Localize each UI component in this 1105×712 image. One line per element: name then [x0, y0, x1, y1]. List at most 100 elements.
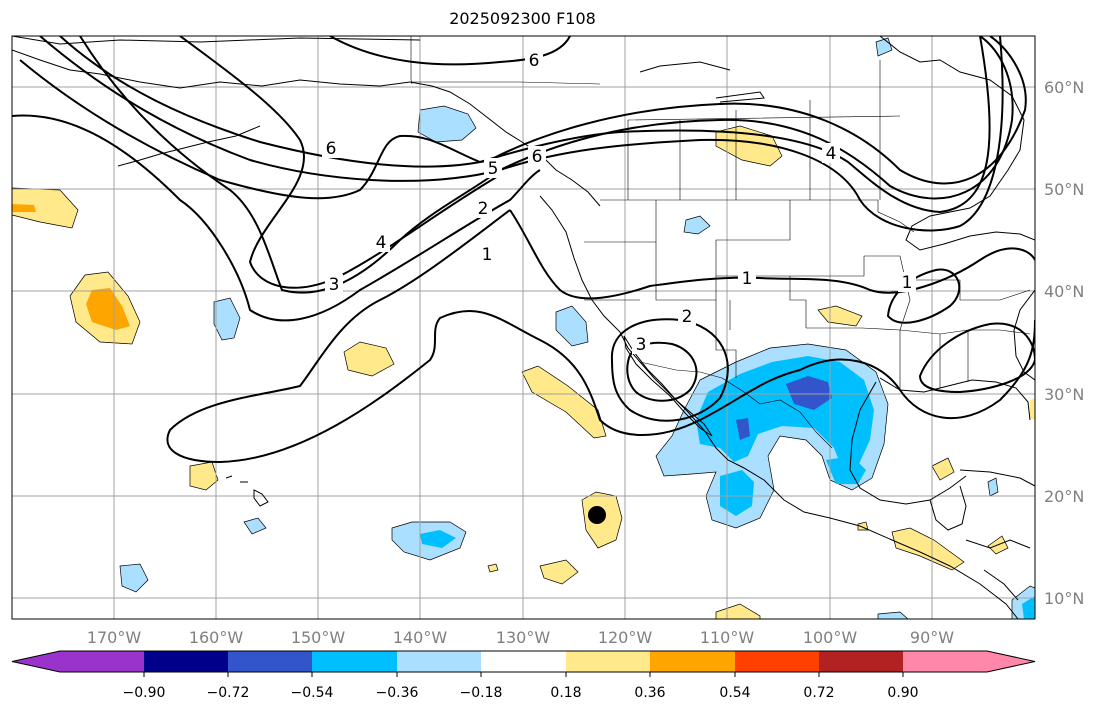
contour-line	[12, 114, 541, 322]
contour-label: 1	[742, 269, 753, 289]
political-borders	[410, 36, 1031, 449]
negative-anomaly-area	[417, 105, 477, 143]
negative-anomaly-area	[119, 563, 149, 593]
map-frame	[11, 35, 1036, 620]
colorbar-tick-label: −0.72	[207, 685, 250, 701]
yucatan-coastline	[929, 485, 967, 531]
lat-label: 50°N	[1044, 180, 1084, 199]
contour-line	[509, 209, 1035, 300]
negative-anomaly-area	[736, 418, 750, 440]
positive-anomaly-area	[12, 204, 36, 212]
negative-anomaly-area	[720, 470, 754, 516]
contour-label: 6	[532, 147, 543, 167]
contour-line	[166, 209, 1035, 464]
colorbar-min-extension	[12, 651, 60, 672]
positive-anomaly-area	[12, 187, 79, 229]
contour-label: 3	[329, 275, 340, 295]
negative-anomaly-area	[555, 305, 589, 347]
height-contours	[12, 36, 1035, 464]
lon-label: 120°W	[598, 628, 653, 647]
colorbar-bin	[735, 651, 819, 672]
colorbar: −0.90 −0.72 −0.54 −0.36 −0.18 0.18 0.36 …	[11, 650, 1036, 701]
contour-line	[329, 36, 571, 66]
lon-label: 90°W	[910, 628, 954, 647]
colorbar-bin	[397, 651, 481, 672]
canada-north-coastline	[639, 61, 765, 103]
colorbar-tick-label: 0.54	[719, 685, 750, 701]
colorbar-bin	[228, 651, 312, 672]
negative-anomaly-area	[420, 530, 456, 548]
us-canada-border	[600, 199, 915, 233]
contour-label: 2	[682, 307, 693, 327]
alaska-canada-border	[410, 36, 413, 85]
alaska-coastline	[12, 49, 601, 207]
contour-label: 2	[478, 199, 489, 219]
colorbar-outline	[11, 650, 1036, 673]
contour-line	[179, 36, 501, 289]
colorbar-bin	[566, 651, 650, 672]
colorbar-bin	[60, 651, 144, 672]
contour-label: 6	[326, 139, 337, 159]
positive-anomaly-area	[189, 461, 219, 491]
state-borders	[584, 200, 1031, 390]
coastlines	[12, 36, 1035, 619]
negative-anomaly-area	[786, 376, 832, 410]
longitude-labels: 170°W 160°W 150°W 140°W 130°W 120°W 110°…	[87, 628, 954, 647]
hudson-bay-coastline	[879, 36, 1035, 251]
contour-label-bg	[322, 50, 916, 354]
colorbar-tick-label: −0.54	[291, 685, 334, 701]
contour-label: 4	[376, 233, 387, 253]
lat-label: 20°N	[1044, 487, 1084, 506]
lat-label: 40°N	[1044, 282, 1084, 301]
negative-anomaly-area	[243, 517, 267, 535]
contour-label: 4	[826, 144, 837, 164]
contour-line	[79, 36, 1004, 294]
colorbar-tick-label: 0.90	[887, 685, 918, 701]
central-america-coastline	[965, 539, 1031, 601]
colorbar-tick-label: 0.36	[634, 685, 665, 701]
negative-anomaly-area	[213, 297, 241, 341]
negative-anomaly-area	[875, 37, 893, 57]
positive-anomaly-area	[521, 365, 607, 439]
positive-anomaly-area	[487, 563, 499, 573]
contour-label: 1	[902, 273, 913, 293]
gulf-coastline	[849, 377, 1031, 505]
lat-label: 60°N	[1044, 78, 1084, 97]
colorbar-max-extension	[987, 651, 1035, 672]
negative-anomaly-area	[877, 611, 909, 619]
lat-label: 10°N	[1044, 589, 1084, 608]
baja-california	[623, 335, 713, 437]
positive-anomaly-area	[931, 457, 955, 481]
colorbar-tick-label: −0.36	[376, 685, 419, 701]
positive-anomaly-area	[86, 288, 130, 330]
negative-anomaly-area	[987, 477, 999, 497]
location-marker	[588, 506, 606, 524]
colorbar-bin	[312, 651, 397, 672]
positive-anomaly-area	[343, 341, 395, 377]
latitude-labels: 60°N 50°N 40°N 30°N 20°N 10°N	[1044, 78, 1084, 608]
positive-anomaly-area	[1030, 398, 1035, 420]
negative-anomaly-area	[683, 215, 711, 235]
lon-label: 150°W	[291, 628, 346, 647]
us-west-coastline	[539, 195, 1019, 619]
lon-label: 170°W	[87, 628, 142, 647]
lon-label: 110°W	[700, 628, 755, 647]
contour-label-group: 6 6 5 6 2 4 3 1 1 2 3 4 1	[322, 50, 916, 355]
hawaii-islands	[225, 475, 269, 507]
colorbar-tick-labels: −0.90 −0.72 −0.54 −0.36 −0.18 0.18 0.36 …	[123, 685, 919, 701]
lon-label: 130°W	[496, 628, 551, 647]
positive-anomaly-area	[539, 559, 579, 585]
colorbar-bin	[819, 651, 903, 672]
contour-label: 1	[482, 245, 493, 265]
cuba-coastline	[959, 469, 1035, 487]
negative-anomaly-area	[1022, 596, 1035, 619]
contour-line	[19, 36, 991, 214]
colorbar-tick-label: −0.18	[460, 685, 503, 701]
aleutian-chain	[117, 125, 261, 167]
colorbar-tick-label: −0.90	[123, 685, 166, 701]
contour-label: 3	[636, 335, 647, 355]
colorbar-bin	[481, 651, 566, 672]
positive-anomaly-area	[891, 527, 965, 571]
lon-label: 140°W	[393, 628, 448, 647]
